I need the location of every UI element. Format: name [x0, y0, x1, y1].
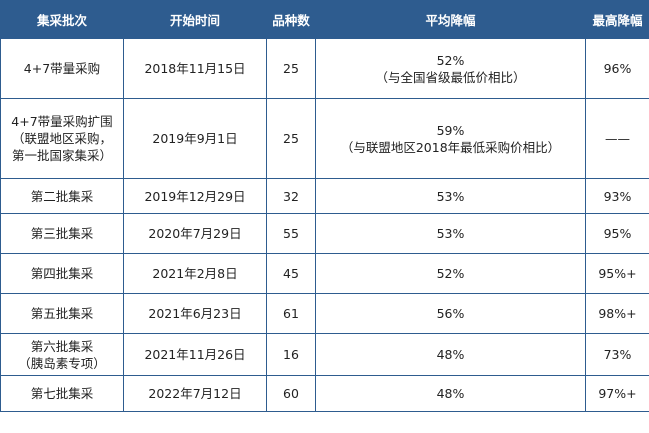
avg-line: （与全国省级最低价相比） — [375, 69, 526, 85]
avg-line: （与联盟地区2018年最低采购价相比） — [340, 139, 561, 155]
count-cell: 25 — [266, 38, 316, 99]
avg-cell: 59% （与联盟地区2018年最低采购价相比） — [315, 98, 586, 179]
batch-line: 4+7带量采购 — [23, 61, 101, 76]
table-row: 第二批集采 2019年12月29日 32 53% 93% — [0, 178, 649, 214]
avg-cell: 48% — [315, 333, 586, 376]
avg-line: 53% — [436, 226, 465, 241]
batch-cell: 4+7带量采购扩围 （联盟地区采购， 第一批国家集采） — [0, 98, 124, 179]
batch-line: 4+7带量采购扩围 — [11, 114, 113, 129]
batch-line: 第一批国家集采） — [11, 148, 112, 163]
avg-cell: 53% — [315, 178, 586, 214]
avg-line: 59% — [436, 122, 465, 138]
header-average-reduction: 平均降幅 — [315, 0, 586, 39]
count-cell: 25 — [266, 98, 316, 179]
avg-cell: 53% — [315, 213, 586, 254]
max-cell: 93% — [585, 178, 649, 214]
batch-cell: 第七批集采 — [0, 375, 124, 412]
avg-cell: 52% （与全国省级最低价相比） — [315, 38, 586, 99]
avg-line: 48% — [436, 347, 465, 362]
avg-cell: 48% — [315, 375, 586, 412]
count-cell: 61 — [266, 293, 316, 334]
batch-cell: 4+7带量采购 — [0, 38, 124, 99]
start-cell: 2021年11月26日 — [123, 333, 267, 376]
batch-line: （胰岛素专项） — [18, 355, 106, 371]
start-cell: 2019年12月29日 — [123, 178, 267, 214]
batch-line: 第二批集采 — [30, 188, 94, 204]
start-cell: 2018年11月15日 — [123, 38, 267, 99]
table-row: 第六批集采 （胰岛素专项） 2021年11月26日 16 48% 73% — [0, 333, 649, 376]
batch-cell: 第三批集采 — [0, 213, 124, 254]
max-cell: 97%+ — [585, 375, 649, 412]
header-batch: 集采批次 — [0, 0, 124, 39]
header-variety-count: 品种数 — [266, 0, 316, 39]
batch-line: 第六批集采 — [30, 338, 94, 354]
start-cell: 2021年6月23日 — [123, 293, 267, 334]
count-cell: 60 — [266, 375, 316, 412]
max-cell: 95% — [585, 213, 649, 254]
max-cell: —— — [585, 98, 649, 179]
table-row: 第三批集采 2020年7月29日 55 53% 95% — [0, 213, 649, 254]
max-cell: 96% — [585, 38, 649, 99]
avg-cell: 56% — [315, 293, 586, 334]
avg-cell: 52% — [315, 253, 586, 294]
table-row: 4+7带量采购扩围 （联盟地区采购， 第一批国家集采） 2019年9月1日 25… — [0, 98, 649, 179]
batch-cell: 第四批集采 — [0, 253, 124, 294]
batch-line: （联盟地区采购， — [11, 131, 112, 146]
max-cell: 95%+ — [585, 253, 649, 294]
avg-line: 53% — [436, 188, 465, 204]
start-cell: 2022年7月12日 — [123, 375, 267, 412]
count-cell: 32 — [266, 178, 316, 214]
max-cell: 98%+ — [585, 293, 649, 334]
start-cell: 2021年2月8日 — [123, 253, 267, 294]
count-cell: 55 — [266, 213, 316, 254]
start-cell: 2020年7月29日 — [123, 213, 267, 254]
table-row: 4+7带量采购 2018年11月15日 25 52% （与全国省级最低价相比） … — [0, 38, 649, 99]
header-max-reduction: 最高降幅 — [585, 0, 649, 39]
batch-line: 第三批集采 — [30, 226, 94, 241]
batch-line: 第五批集采 — [30, 306, 94, 321]
table-row: 第七批集采 2022年7月12日 60 48% 97%+ — [0, 375, 649, 412]
table-row: 第四批集采 2021年2月8日 45 52% 95%+ — [0, 253, 649, 294]
avg-line: 48% — [436, 386, 465, 401]
avg-line: 52% — [436, 266, 465, 281]
count-cell: 16 — [266, 333, 316, 376]
batch-cell: 第五批集采 — [0, 293, 124, 334]
avg-line: 56% — [436, 306, 465, 321]
batch-cell: 第二批集采 — [0, 178, 124, 214]
batch-cell: 第六批集采 （胰岛素专项） — [0, 333, 124, 376]
batch-line: 第四批集采 — [30, 266, 94, 281]
max-cell: 73% — [585, 333, 649, 376]
procurement-table: 集采批次 开始时间 品种数 平均降幅 最高降幅 4+7带量采购 2018年11月… — [0, 0, 649, 412]
header-row: 集采批次 开始时间 品种数 平均降幅 最高降幅 — [0, 0, 649, 39]
batch-line: 第七批集采 — [30, 386, 94, 401]
header-start-time: 开始时间 — [123, 0, 267, 39]
avg-line: 52% — [436, 52, 465, 68]
table-row: 第五批集采 2021年6月23日 61 56% 98%+ — [0, 293, 649, 334]
start-cell: 2019年9月1日 — [123, 98, 267, 179]
count-cell: 45 — [266, 253, 316, 294]
